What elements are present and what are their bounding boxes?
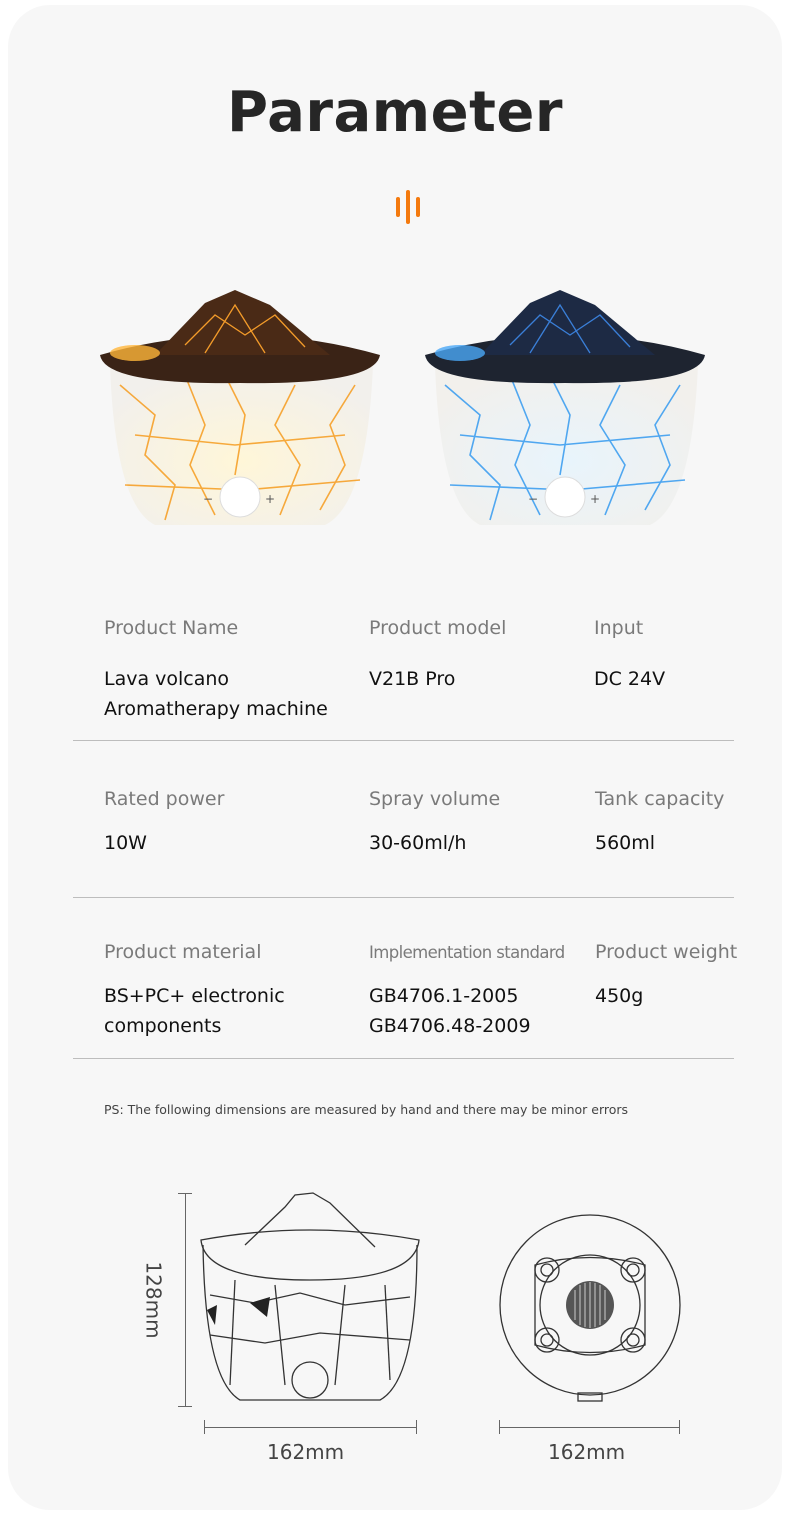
spec-label: Product material: [104, 941, 262, 963]
divider: [73, 897, 734, 898]
spec-value: V21B Pro: [369, 668, 456, 690]
spec-label: Product weight: [595, 941, 738, 963]
spec-label: Product Name: [104, 617, 239, 639]
spec-value: 560ml: [595, 832, 656, 854]
spec-value: 30-60ml/h: [369, 832, 467, 854]
spec-value: BS+PC+ electronic components: [104, 985, 285, 1037]
bottom-width-label: 162mm: [548, 1440, 626, 1464]
svg-text:−: −: [528, 492, 538, 506]
dimension-tick: [416, 1420, 417, 1434]
product-image-orange: − +: [100, 290, 380, 525]
side-view-drawing: [200, 1192, 420, 1401]
spec-value: Lava volcano Aromatherapy machine: [104, 668, 328, 720]
product-image-blue: − +: [425, 290, 705, 525]
spec-value: DC 24V: [594, 668, 666, 690]
spec-label: Product model: [369, 617, 507, 639]
dimension-tick: [204, 1420, 205, 1434]
side-width-label: 162mm: [267, 1440, 345, 1464]
spec-value: 10W: [104, 832, 147, 854]
height-dimension-line: [185, 1193, 186, 1406]
spec-value: 450g: [595, 985, 644, 1007]
parameter-card: [8, 5, 782, 1510]
spec-label: Input: [594, 617, 644, 639]
svg-text:+: +: [590, 492, 600, 506]
page-title: Parameter: [227, 80, 563, 145]
spec-label: Spray volume: [369, 788, 501, 810]
bottom-view-drawing: [499, 1214, 681, 1402]
dimension-tick: [178, 1406, 192, 1407]
svg-text:−: −: [203, 492, 213, 506]
sound-wave-icon: [396, 190, 422, 224]
dimension-tick: [499, 1420, 500, 1434]
measurement-note: PS: The following dimensions are measure…: [104, 1102, 629, 1117]
svg-text:+: +: [265, 492, 275, 506]
divider: [73, 1058, 734, 1059]
width-dimension-line: [204, 1427, 416, 1428]
spec-value: GB4706.1-2005 GB4706.48-2009: [369, 985, 531, 1037]
height-label: 128mm: [141, 1261, 166, 1339]
spec-label: Implementation standard: [369, 943, 565, 962]
spec-label: Tank capacity: [595, 788, 725, 810]
bottom-width-dimension-line: [499, 1427, 679, 1428]
dimension-tick: [178, 1193, 192, 1194]
dimension-tick: [679, 1420, 680, 1434]
divider: [73, 740, 734, 741]
spec-label: Rated power: [104, 788, 225, 810]
